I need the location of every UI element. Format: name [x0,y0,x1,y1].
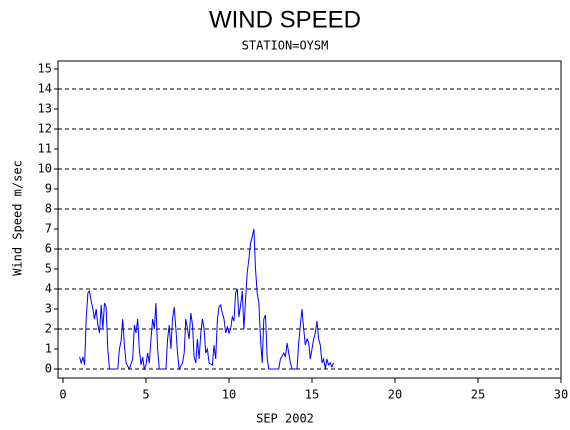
y-tick-label: 14 [38,82,52,96]
y-tick-label: 13 [38,102,52,116]
x-tick-label: 25 [471,388,485,402]
data-line [79,228,335,371]
plot-frame [57,60,562,379]
y-tick-label: 9 [45,182,52,196]
y-tick-label: 6 [45,242,52,256]
y-tick-label: 15 [38,62,52,76]
y-tick-label: 5 [45,262,52,276]
x-tick-label: 0 [59,388,66,402]
y-tick-label: 0 [45,362,52,376]
x-tick-label: 15 [305,388,319,402]
chart-title: WIND SPEED [209,6,361,33]
y-tick-label: 12 [38,122,52,136]
y-tick-label: 1 [45,342,52,356]
y-tick-label: 2 [45,322,52,336]
x-axis-label: SEP 2002 [256,412,314,426]
y-tick-label: 8 [45,202,52,216]
x-tick-label: 5 [142,388,149,402]
x-tick-label: 20 [388,388,402,402]
y-tick-label: 4 [45,282,52,296]
y-axis-label: Wind Speed m/sec [11,160,25,276]
x-tick-label: 10 [222,388,236,402]
y-tick-label: 10 [38,162,52,176]
y-tick-label: 7 [45,222,52,236]
y-tick-label: 11 [38,142,52,156]
chart-subtitle: STATION=OYSM [242,39,329,53]
y-tick-label: 3 [45,302,52,316]
x-tick-label: 30 [554,388,568,402]
